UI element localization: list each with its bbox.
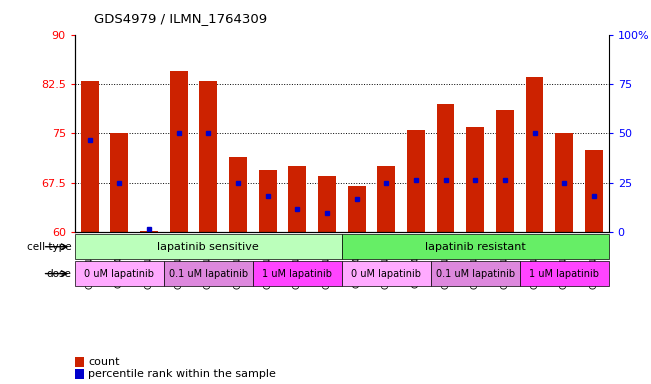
Bar <box>229 157 247 232</box>
Text: 1 uM lapatinib: 1 uM lapatinib <box>529 268 599 279</box>
Bar <box>555 134 573 232</box>
Bar <box>519 261 609 286</box>
Text: 0 uM lapatinib: 0 uM lapatinib <box>352 268 421 279</box>
Bar <box>431 261 519 286</box>
Bar <box>75 261 164 286</box>
Bar <box>348 186 365 232</box>
Bar <box>496 110 514 232</box>
Text: GDS4979 / ILMN_1764309: GDS4979 / ILMN_1764309 <box>94 12 268 25</box>
Text: 0.1 uM lapatinib: 0.1 uM lapatinib <box>436 268 515 279</box>
Bar <box>437 104 454 232</box>
Bar <box>111 134 128 232</box>
Bar <box>75 369 85 379</box>
Bar <box>199 81 217 232</box>
Bar <box>164 261 253 286</box>
Bar <box>585 150 603 232</box>
Bar <box>318 176 336 232</box>
Bar <box>342 234 609 259</box>
Text: cell type: cell type <box>27 242 72 252</box>
Text: dose: dose <box>47 268 72 279</box>
Text: count: count <box>89 357 120 367</box>
Bar <box>466 127 484 232</box>
Bar <box>75 234 342 259</box>
Bar <box>170 71 187 232</box>
Text: 1 uM lapatinib: 1 uM lapatinib <box>262 268 332 279</box>
Bar <box>81 81 98 232</box>
Bar <box>75 357 85 367</box>
Text: lapatinib sensitive: lapatinib sensitive <box>158 242 259 252</box>
Text: 0.1 uM lapatinib: 0.1 uM lapatinib <box>169 268 248 279</box>
Bar <box>258 170 277 232</box>
Bar <box>253 261 342 286</box>
Bar <box>525 78 544 232</box>
Bar <box>407 130 425 232</box>
Text: percentile rank within the sample: percentile rank within the sample <box>89 369 276 379</box>
Bar <box>140 231 158 232</box>
Bar <box>378 166 395 232</box>
Bar <box>288 166 306 232</box>
Text: 0 uM lapatinib: 0 uM lapatinib <box>85 268 154 279</box>
Bar <box>342 261 431 286</box>
Text: lapatinib resistant: lapatinib resistant <box>425 242 525 252</box>
